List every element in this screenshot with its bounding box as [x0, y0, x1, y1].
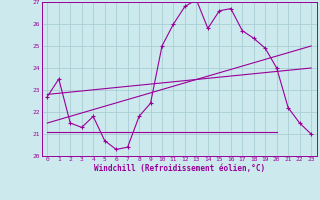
X-axis label: Windchill (Refroidissement éolien,°C): Windchill (Refroidissement éolien,°C)	[94, 164, 265, 173]
